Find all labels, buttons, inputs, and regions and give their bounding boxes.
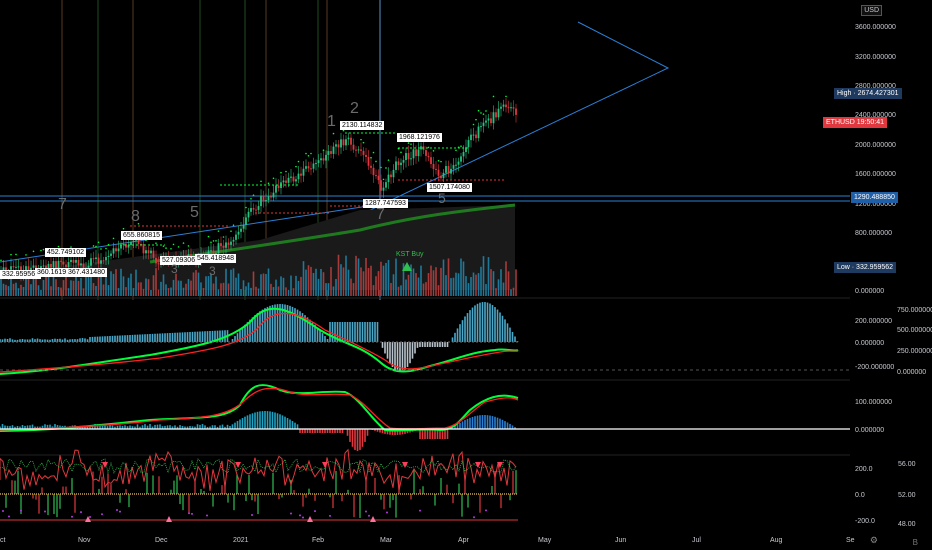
osc1-tick-left: 0.000000 (855, 340, 884, 347)
kst-buy-arrow (402, 262, 412, 271)
price-tick-label: 0.000000 (855, 288, 884, 295)
time-tick-label: Jun (615, 537, 626, 544)
wave-number: 2 (350, 100, 359, 117)
osc3-tick-right: 56.00 (898, 461, 916, 468)
symbol-price-tag: ETHUSD 19:50:41 (823, 117, 887, 128)
osc3-tick-left: -200.0 (855, 518, 875, 525)
price-annotation: 545.418948 (195, 254, 236, 263)
time-tick-label: Jul (692, 537, 701, 544)
price-tick-label: 800.000000 (855, 230, 892, 237)
time-axis[interactable]: ct Nov Dec 2021 Feb Mar Apr May Jun Jul Aug Se (0, 537, 855, 544)
price-annotation: 1507.174080 (427, 183, 472, 192)
oscillator-pane-3 (0, 448, 518, 522)
symbol-name: ETHUSD (826, 119, 855, 126)
level-price-tag: 1290.488850 (851, 192, 898, 203)
time-tick-label: Se (846, 537, 855, 544)
time-tick-label: ct (0, 537, 6, 544)
osc1-tick-left: -200.000000 (855, 364, 894, 371)
currency-button[interactable]: USD (861, 5, 882, 16)
wave-number: 5 (438, 190, 446, 206)
time-tick-label: 2021 (233, 537, 249, 544)
oscillator-pane-1 (0, 302, 519, 375)
price-tick-label: 3200.000000 (855, 54, 896, 61)
gear-icon[interactable]: ⚙ (869, 535, 878, 545)
wave-number: 7 (376, 206, 385, 223)
osc2-tick: 0.000000 (855, 427, 884, 434)
price-tick-label: 1600.000000 (855, 171, 896, 178)
price-annotation: 2130.114832 (340, 121, 385, 130)
low-price-tag: Low · 332.959562 (834, 262, 897, 273)
time-tick-label: Nov (78, 537, 91, 544)
volume-bars (0, 254, 517, 296)
time-tick-label: May (538, 537, 552, 544)
time-tick-label: Aug (770, 537, 783, 544)
time-tick-label: Apr (458, 537, 470, 544)
price-tick-label: 2800.000000 (855, 83, 896, 90)
price-tick-label: 1200.000000 (855, 201, 896, 208)
wave-number: 1 (327, 113, 336, 130)
price-tick-label: 2000.000000 (855, 142, 896, 149)
time-tick-label: Feb (312, 537, 324, 544)
wave-number: 8 (131, 208, 140, 225)
price-annotation: 1968.121976 (397, 133, 442, 142)
osc3-tick-right: 52.00 (898, 492, 916, 499)
price-annotation: 1287.747593 (363, 199, 408, 208)
price-tick-label: 3600.000000 (855, 24, 896, 31)
price-annotation: 367.431480 (66, 268, 107, 277)
osc3-tick-left: 200.0 (855, 466, 873, 473)
price-annotation: 527.093060 (160, 256, 201, 265)
osc1-tick-right: 750.000000 (897, 307, 932, 314)
wave-number: 7 (58, 196, 67, 213)
time-tick-label: Mar (380, 537, 393, 544)
price-annotation: 655.860815 (121, 231, 162, 240)
oscillator-pane-2 (0, 384, 519, 451)
osc3-tick-right: 48.00 (898, 521, 916, 528)
osc1-tick-right: 500.000000 (897, 327, 932, 334)
osc3-tick-left: 0.0 (855, 492, 865, 499)
osc1-tick-left: 200.000000 (855, 318, 892, 325)
osc1-tick-right: 0.000000 (897, 369, 926, 376)
kst-buy-label: KST Buy (396, 251, 424, 258)
price-tick-label: 2400.000000 (855, 112, 896, 119)
time-tick-label: Dec (155, 537, 168, 544)
osc2-tick: 100.000000 (855, 399, 892, 406)
price-annotation: 452.749102 (45, 248, 86, 257)
wave-number: 5 (190, 204, 199, 221)
price-axis[interactable]: 3600.000000 3200.000000 2800.000000 2400.00… (855, 24, 932, 528)
price-annotation: 332.959562 (0, 270, 41, 279)
wave-number: 3 (171, 262, 178, 276)
symbol-time: 19:50:41 (856, 119, 884, 126)
high-price-tag: High · 2674.427301 (834, 88, 902, 99)
price-annotation: 360.161959 (35, 268, 76, 277)
logo-icon: B (912, 538, 918, 547)
wave-number: 3 (209, 264, 216, 278)
osc1-tick-right: 250.000000 (897, 348, 932, 355)
moving-average-line (149, 203, 516, 264)
